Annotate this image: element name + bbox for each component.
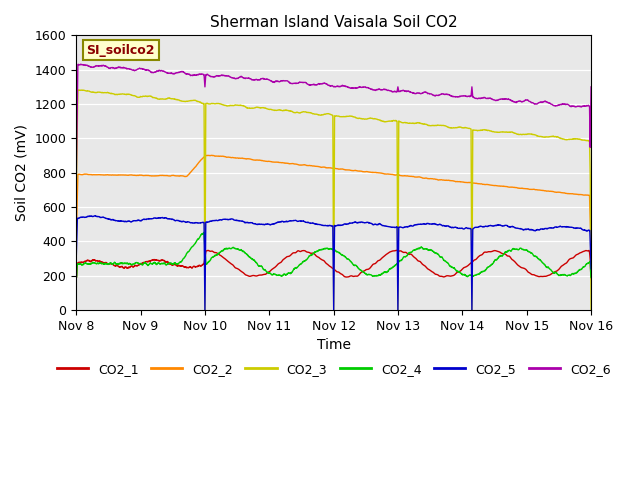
Line: CO2_5: CO2_5 <box>76 216 591 310</box>
Text: SI_soilco2: SI_soilco2 <box>86 44 155 57</box>
CO2_1 <box>161 259 169 264</box>
CO2_4 <box>522 247 529 253</box>
X-axis label: Time: Time <box>317 338 351 352</box>
CO2_3 <box>131 93 139 99</box>
CO2_3 <box>270 108 278 113</box>
CO2_2 <box>292 161 300 167</box>
CO2_5 <box>131 218 139 224</box>
CO2_3 <box>577 137 585 143</box>
CO2_1 <box>270 265 278 271</box>
CO2_1 <box>392 248 400 253</box>
CO2_2 <box>588 244 595 250</box>
CO2_1 <box>577 250 585 255</box>
CO2_5 <box>522 227 530 232</box>
Title: Sherman Island Vaisala Soil CO2: Sherman Island Vaisala Soil CO2 <box>210 15 458 30</box>
CO2_1 <box>131 263 139 268</box>
CO2_1 <box>72 275 80 280</box>
CO2_4 <box>588 275 595 280</box>
CO2_3 <box>292 109 300 115</box>
Line: CO2_3: CO2_3 <box>76 90 591 310</box>
CO2_3 <box>162 96 170 102</box>
CO2_4 <box>131 261 139 266</box>
CO2_4 <box>577 266 585 272</box>
CO2_5 <box>72 258 80 264</box>
CO2_2 <box>72 240 80 245</box>
CO2_3 <box>588 307 595 313</box>
CO2_6 <box>77 61 84 67</box>
CO2_6 <box>162 69 170 75</box>
CO2_5 <box>292 218 300 224</box>
CO2_5 <box>162 215 170 221</box>
Legend: CO2_1, CO2_2, CO2_3, CO2_4, CO2_5, CO2_6: CO2_1, CO2_2, CO2_3, CO2_4, CO2_5, CO2_6 <box>52 358 616 381</box>
CO2_1 <box>522 266 529 272</box>
Line: CO2_1: CO2_1 <box>76 251 591 277</box>
CO2_3 <box>77 87 85 93</box>
CO2_3 <box>72 197 80 203</box>
CO2_5 <box>577 226 585 231</box>
CO2_1 <box>588 275 595 280</box>
Y-axis label: Soil CO2 (mV): Soil CO2 (mV) <box>15 124 29 221</box>
CO2_3 <box>201 307 209 313</box>
CO2_4 <box>270 271 278 277</box>
CO2_3 <box>522 132 530 137</box>
CO2_4 <box>72 275 80 280</box>
CO2_6 <box>72 184 80 190</box>
CO2_4 <box>161 262 169 267</box>
CO2_4 <box>200 229 208 235</box>
CO2_2 <box>131 172 139 178</box>
CO2_2 <box>522 186 529 192</box>
CO2_6 <box>588 84 595 90</box>
CO2_1 <box>292 250 300 255</box>
CO2_5 <box>588 266 595 272</box>
Line: CO2_2: CO2_2 <box>76 156 591 247</box>
CO2_5 <box>201 307 209 313</box>
CO2_2 <box>577 192 585 197</box>
CO2_5 <box>270 221 278 227</box>
Line: CO2_6: CO2_6 <box>76 64 591 187</box>
CO2_6 <box>577 104 585 110</box>
CO2_2 <box>270 159 278 165</box>
CO2_4 <box>292 264 300 270</box>
CO2_6 <box>270 79 278 85</box>
CO2_6 <box>131 67 139 73</box>
CO2_6 <box>522 97 529 103</box>
Line: CO2_4: CO2_4 <box>76 232 591 277</box>
CO2_5 <box>92 213 99 218</box>
CO2_2 <box>208 153 216 158</box>
CO2_2 <box>161 173 169 179</box>
CO2_6 <box>292 81 300 86</box>
